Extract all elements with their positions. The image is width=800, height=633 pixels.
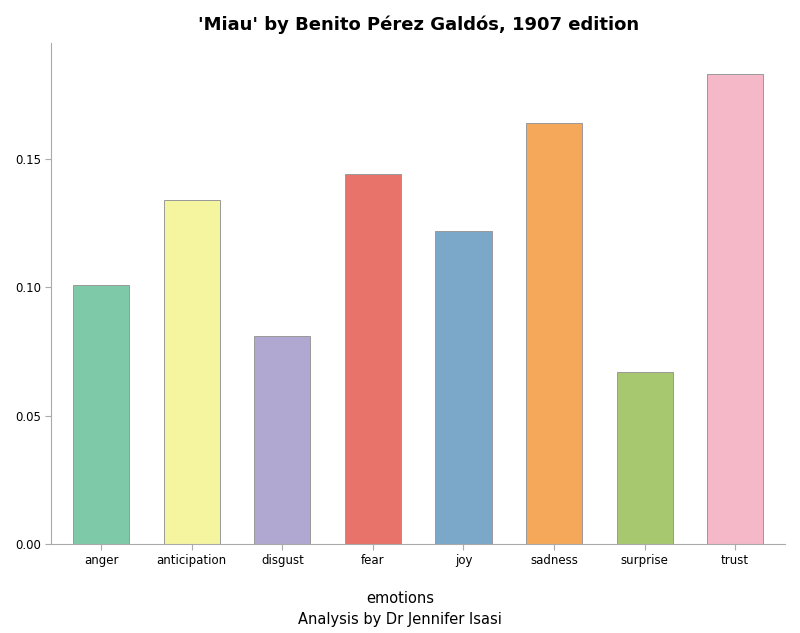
Text: Analysis by Dr Jennifer Isasi: Analysis by Dr Jennifer Isasi xyxy=(298,611,502,627)
Bar xyxy=(617,372,673,544)
Bar xyxy=(345,174,401,544)
Title: 'Miau' by Benito Pérez Galdós, 1907 edition: 'Miau' by Benito Pérez Galdós, 1907 edit… xyxy=(198,15,638,34)
Bar xyxy=(435,231,491,544)
Bar xyxy=(254,336,310,544)
Bar xyxy=(707,74,763,544)
Text: emotions: emotions xyxy=(366,591,434,606)
Bar xyxy=(164,200,220,544)
Bar xyxy=(526,123,582,544)
Bar xyxy=(73,285,130,544)
